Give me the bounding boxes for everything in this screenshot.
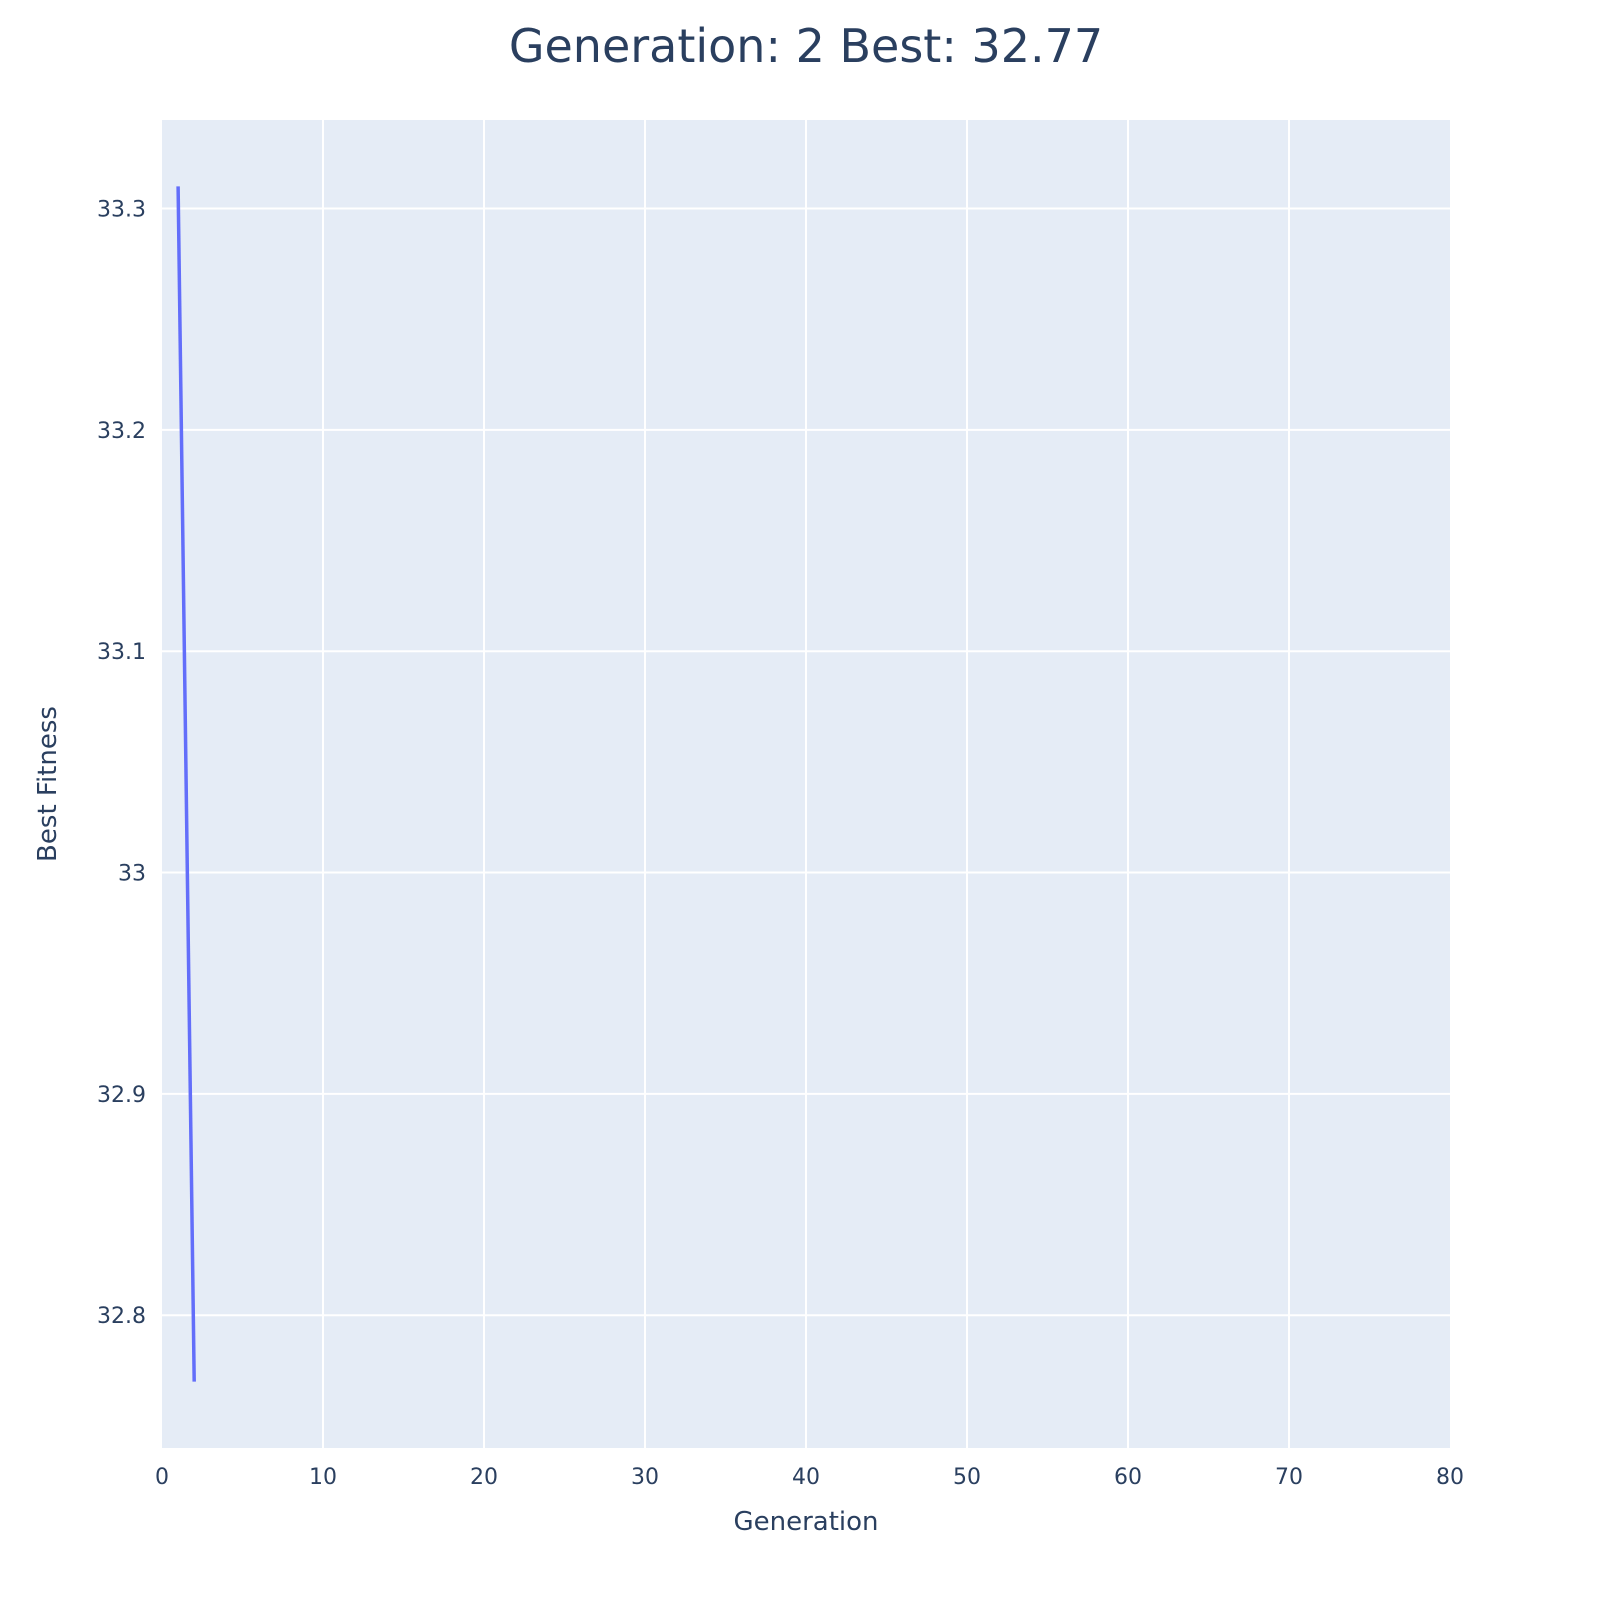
series-line <box>176 186 196 1382</box>
x-tick-label: 20 <box>470 1465 498 1490</box>
x-tick-label: 0 <box>155 1465 169 1490</box>
x-gridlines <box>322 120 1290 1448</box>
y-tick-label: 33.2 <box>97 419 146 444</box>
y-tick-label: 32.9 <box>97 1083 146 1108</box>
y-tick-label: 33 <box>118 862 146 887</box>
x-tick-label: 10 <box>309 1465 337 1490</box>
y-tick-label: 33.1 <box>97 640 146 665</box>
y-gridlines <box>162 207 1450 1317</box>
y-tick-label: 32.8 <box>97 1304 146 1329</box>
x-tick-label: 70 <box>1275 1465 1303 1490</box>
y-tick-label: 33.3 <box>97 198 146 223</box>
x-tick-label: 30 <box>631 1465 659 1490</box>
y-axis-title: Best Fitness <box>33 706 63 862</box>
chart-title: Generation: 2 Best: 32.77 <box>509 19 1103 73</box>
x-axis-title: Generation <box>733 1507 878 1537</box>
x-tick-labels: 0 10 20 30 40 50 60 70 80 <box>155 1465 1464 1490</box>
x-tick-label: 50 <box>953 1465 981 1490</box>
series-layer <box>176 186 196 1382</box>
y-tick-labels: 32.8 32.9 33 33.1 33.2 33.3 <box>97 198 146 1330</box>
x-tick-label: 60 <box>1114 1465 1142 1490</box>
x-tick-label: 40 <box>792 1465 820 1490</box>
x-tick-label: 80 <box>1436 1465 1464 1490</box>
